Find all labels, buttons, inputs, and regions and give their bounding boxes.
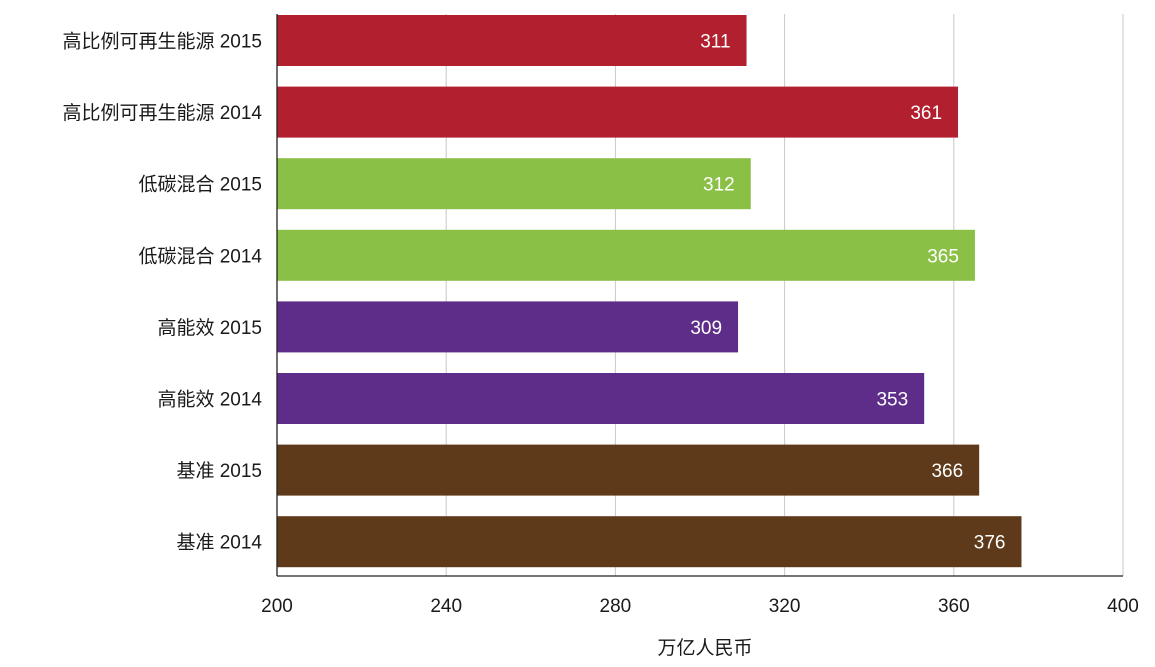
category-label: 高能效 2014 bbox=[157, 389, 262, 411]
x-tick-label: 240 bbox=[430, 596, 462, 617]
category-label: 高比例可再生能源 2015 bbox=[62, 31, 262, 53]
x-tick-label: 400 bbox=[1107, 596, 1139, 617]
bar-value-label: 361 bbox=[910, 103, 942, 124]
x-axis-title: 万亿人民币 bbox=[657, 637, 752, 659]
category-label: 高比例可再生能源 2014 bbox=[62, 102, 262, 124]
bar-value-label: 366 bbox=[931, 461, 963, 482]
category-label: 低碳混合 2015 bbox=[138, 174, 262, 196]
category-label: 基准 2015 bbox=[176, 460, 262, 482]
x-tick-label: 280 bbox=[600, 596, 632, 617]
x-tick-labels: 200 240 280 320 360 400 bbox=[261, 596, 1139, 617]
bar-value-label: 312 bbox=[703, 175, 735, 196]
x-tick-label: 320 bbox=[769, 596, 801, 617]
bar bbox=[277, 373, 925, 424]
category-labels: 高比例可再生能源 2015 高比例可再生能源 2014 低碳混合 2015 低碳混合 … bbox=[62, 31, 262, 554]
bar-value-label: 376 bbox=[974, 533, 1006, 554]
bar bbox=[277, 229, 975, 281]
category-label: 高能效 2015 bbox=[157, 317, 262, 339]
bar bbox=[277, 444, 980, 496]
bar bbox=[277, 516, 1022, 568]
bar bbox=[277, 15, 747, 66]
category-label: 基准 2014 bbox=[176, 532, 262, 554]
value-labels: 311 361 312 365 309 353 366 376 bbox=[690, 32, 1005, 554]
x-tick-label: 200 bbox=[261, 596, 293, 617]
bar-value-label: 365 bbox=[927, 246, 959, 267]
bar-value-label: 353 bbox=[876, 390, 908, 411]
bars bbox=[277, 15, 1022, 568]
bar-value-label: 311 bbox=[700, 32, 730, 53]
bar-value-label: 309 bbox=[690, 318, 722, 339]
bar bbox=[277, 158, 751, 210]
x-tick-label: 360 bbox=[938, 596, 970, 617]
category-label: 低碳混合 2014 bbox=[138, 245, 262, 267]
bar bbox=[277, 86, 959, 138]
bar bbox=[277, 301, 739, 353]
